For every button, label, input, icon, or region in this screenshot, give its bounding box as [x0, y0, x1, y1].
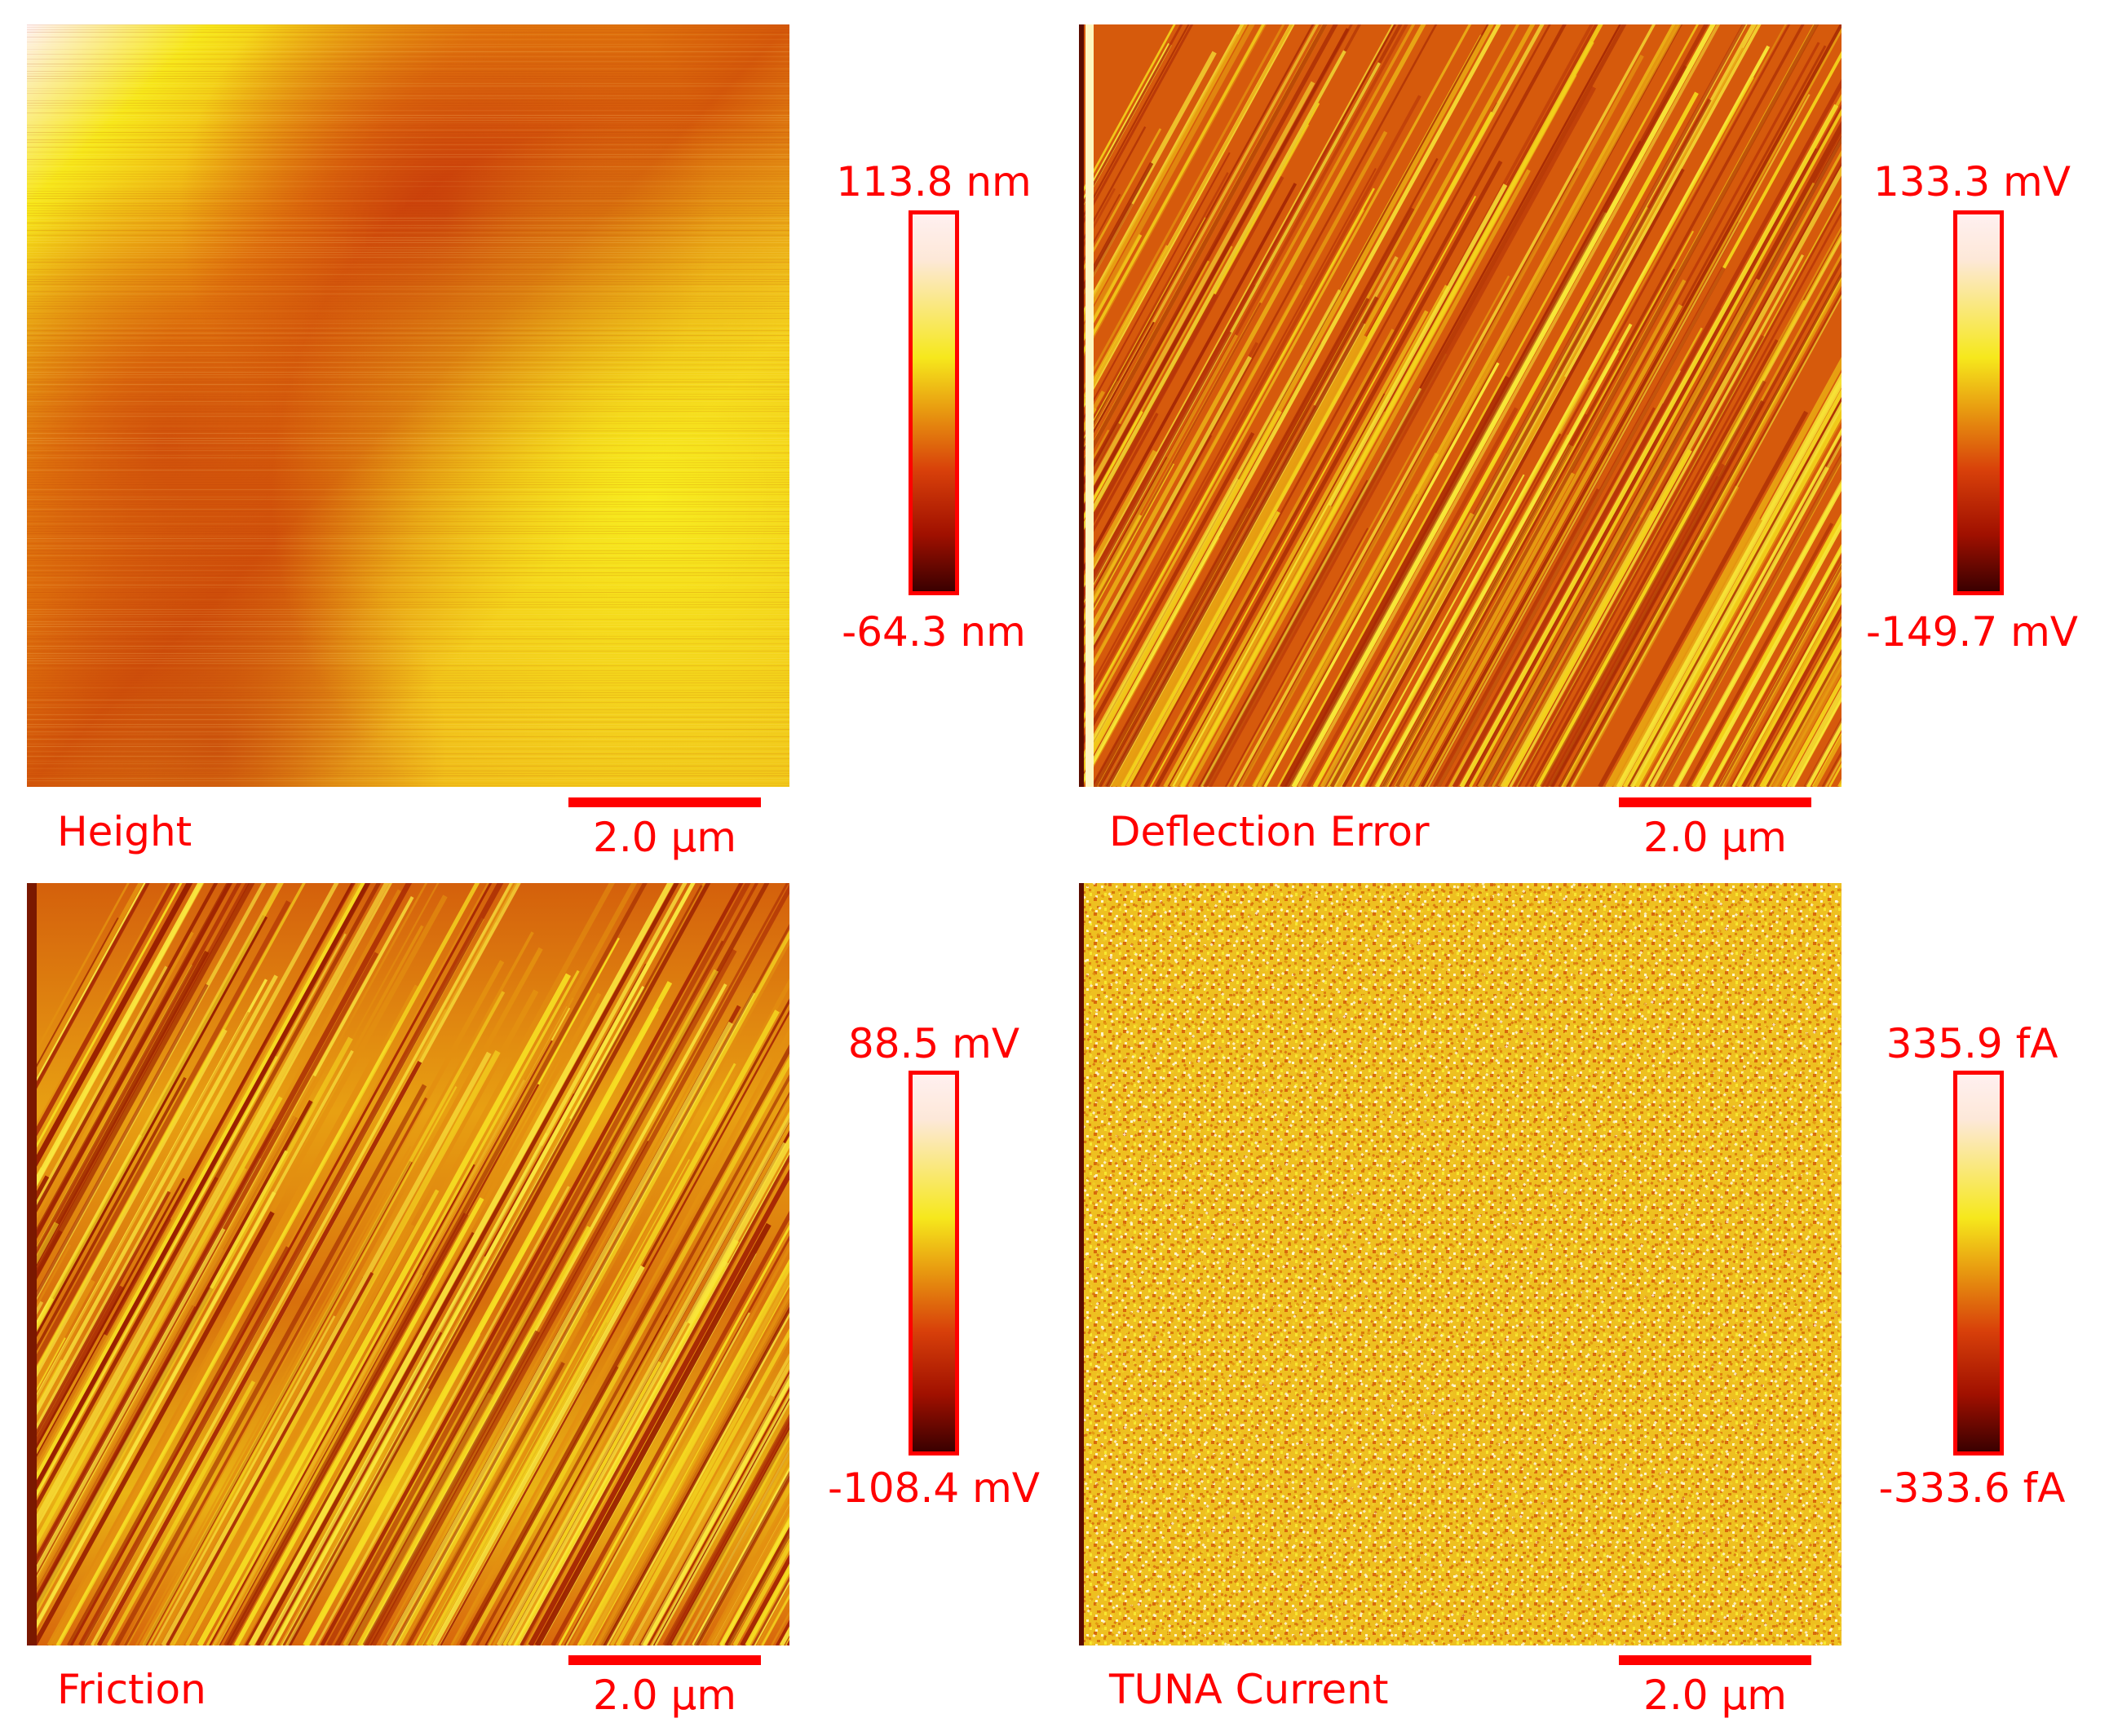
colorbar-max-friction: 88.5 mV	[847, 1020, 1020, 1067]
colorbar-max-height: 113.8 nm	[836, 158, 1032, 205]
panel-title-tuna-current: TUNA Current	[1109, 1666, 1389, 1713]
colorbar-friction	[909, 1071, 959, 1456]
scale-bar-label-friction: 2.0 µm	[593, 1672, 736, 1719]
scale-bar-friction	[568, 1655, 761, 1665]
colorbar-tuna-current	[1953, 1071, 2004, 1456]
panel-title-deflection-error: Deflection Error	[1109, 808, 1430, 855]
colorbar-min-height: -64.3 nm	[842, 608, 1026, 656]
colorbar-min-deflection-error: -149.7 mV	[1866, 608, 2078, 656]
colorbar-max-deflection-error: 133.3 mV	[1873, 158, 2071, 205]
height-scan-lines	[27, 24, 789, 786]
panel-title-height: Height	[57, 808, 192, 855]
colorbar-deflection-error	[1953, 210, 2004, 595]
colorbar-height	[909, 210, 959, 595]
scale-bar-tuna-current	[1619, 1655, 1811, 1665]
height-image	[27, 24, 789, 787]
colorbar-max-tuna-current: 335.9 fA	[1886, 1020, 2058, 1067]
scale-bar-height	[568, 797, 761, 807]
tuna-current-image	[1079, 883, 1842, 1645]
scale-bar-deflection-error	[1619, 797, 1811, 807]
scale-bar-label-height: 2.0 µm	[593, 814, 736, 861]
deflection-error-image	[1079, 24, 1842, 787]
colorbar-min-tuna-current: -333.6 fA	[1878, 1464, 2066, 1512]
panel-title-friction: Friction	[57, 1666, 206, 1713]
scale-bar-label-tuna-current: 2.0 µm	[1643, 1672, 1787, 1719]
scale-bar-label-deflection-error: 2.0 µm	[1643, 814, 1787, 861]
friction-image	[27, 883, 789, 1645]
friction-streaks	[27, 883, 789, 1645]
colorbar-min-friction: -108.4 mV	[828, 1464, 1040, 1512]
